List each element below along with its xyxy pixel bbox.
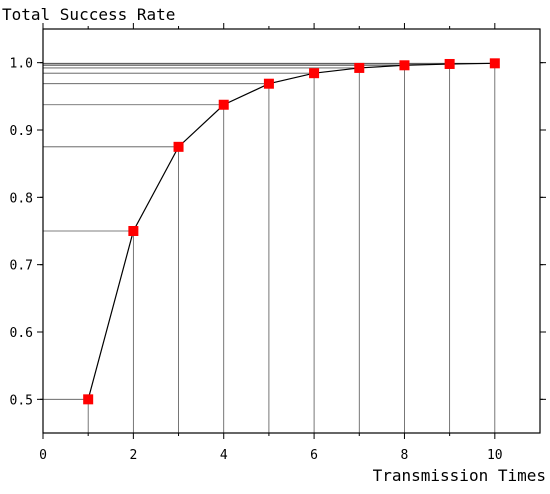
data-point-marker [218, 99, 229, 110]
y-tick-label: 0.6 [10, 326, 33, 341]
data-point-marker [399, 60, 410, 71]
plot-border [42, 28, 541, 434]
data-point-marker [263, 78, 274, 89]
x-axis-label: Transmission Times [373, 466, 546, 485]
x-tick-label: 10 [487, 448, 503, 463]
series-line-group [87, 62, 495, 400]
data-point-marker [444, 58, 455, 69]
y-tick-label: 0.5 [10, 393, 33, 408]
plot-frame [42, 28, 541, 434]
series-line [87, 62, 495, 400]
data-point-marker [354, 62, 365, 73]
y-tick-label: 0.9 [10, 124, 33, 139]
axis-ticks: 0 2 4 6 8 10 0.5 0.6 0.7 0.8 0.9 1.0 [10, 23, 546, 463]
data-point-marker [309, 68, 320, 79]
y-axis-label: Total Success Rate [2, 5, 175, 24]
y-tick-label: 1.0 [10, 57, 33, 72]
guide-lines [43, 62, 496, 433]
data-point-marker [489, 58, 500, 69]
x-tick-label: 8 [401, 448, 409, 463]
data-point-marker [128, 226, 139, 236]
x-tick-label: 4 [220, 448, 228, 463]
x-tick-label: 0 [39, 448, 47, 463]
data-point-marker [173, 141, 184, 152]
data-markers [83, 58, 500, 405]
y-tick-label: 0.7 [10, 259, 33, 274]
data-point-marker [83, 394, 94, 405]
x-tick-label: 6 [310, 448, 318, 463]
y-tick-label: 0.8 [10, 191, 33, 206]
x-tick-label: 2 [129, 448, 137, 463]
